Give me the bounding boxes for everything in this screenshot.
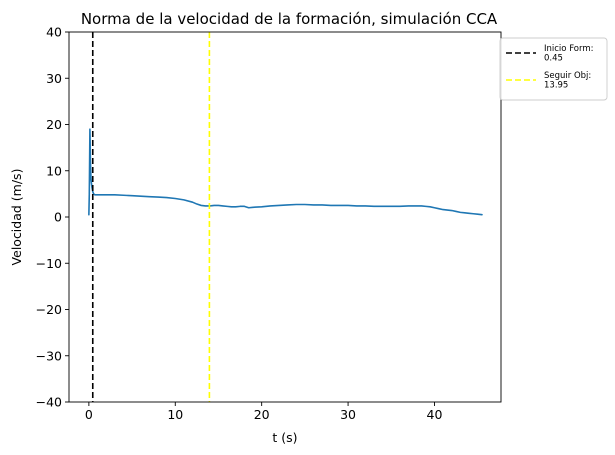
y-tick-label: 10: [46, 163, 62, 178]
y-tick-label: 20: [46, 117, 62, 132]
y-tick-label: −10: [36, 256, 62, 271]
chart-title: Norma de la velocidad de la formación, s…: [81, 10, 498, 28]
y-tick-label: 0: [54, 210, 62, 225]
legend-label-0: Inicio Form: 0.45: [544, 44, 593, 64]
x-tick-label: 20: [254, 407, 270, 422]
y-tick-label: −20: [36, 302, 62, 317]
axes: 0 10 20 30 40 −40 −30 −20 −10 0 10 20 30 40: [36, 25, 502, 422]
legend: Inicio Form: 0.45 Seguir Obj: 13.95: [499, 37, 608, 101]
x-tick-label: 10: [167, 407, 183, 422]
legend-label-1: Seguir Obj: 13.95: [544, 71, 591, 91]
x-tick-label: 0: [85, 407, 93, 422]
axes-frame: [68, 31, 502, 403]
x-tick-label: 40: [427, 407, 443, 422]
plot-area: [88, 32, 483, 402]
series-line-0: [88, 128, 483, 216]
y-tick-label: −30: [36, 348, 62, 363]
x-tick-label: 30: [340, 407, 356, 422]
y-tick-label: −40: [36, 395, 62, 410]
x-axis-label: t (s): [272, 430, 297, 445]
y-tick-label: 30: [46, 71, 62, 86]
y-tick-label: 40: [46, 25, 62, 40]
y-axis-label: Velocidad (m/s): [9, 169, 24, 266]
plot-content: [88, 32, 483, 402]
